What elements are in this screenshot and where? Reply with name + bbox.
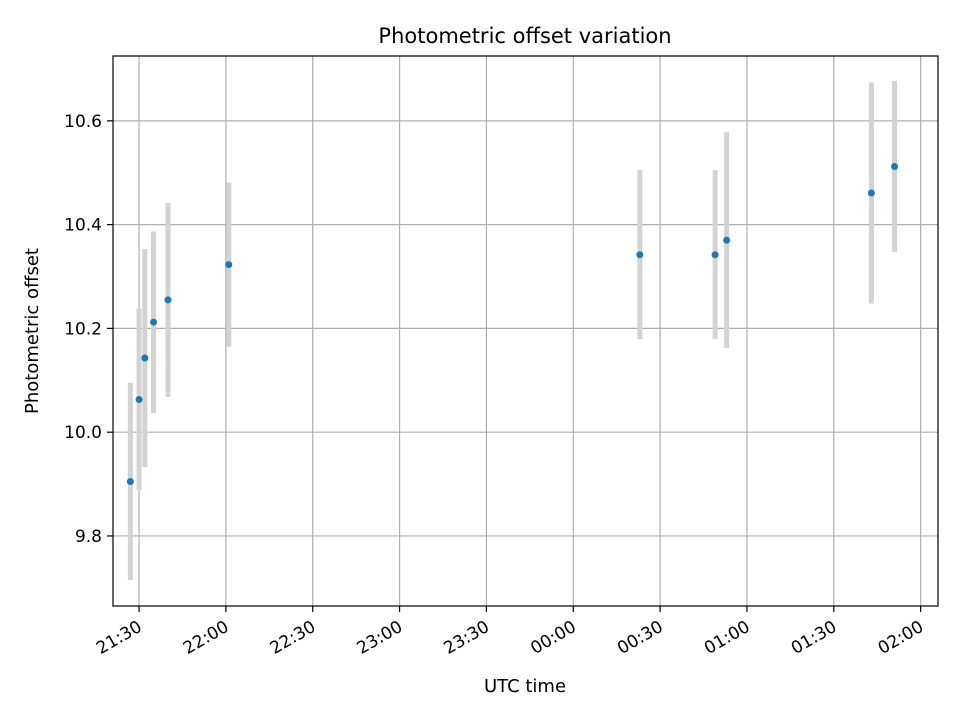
data-point bbox=[723, 236, 731, 244]
y-tick-label: 9.8 bbox=[75, 527, 102, 547]
grid-lines bbox=[113, 56, 938, 606]
data-point bbox=[867, 189, 875, 197]
y-tick-label: 10.6 bbox=[64, 112, 102, 132]
chart-title: Photometric offset variation bbox=[378, 24, 671, 48]
data-point bbox=[891, 163, 899, 171]
y-axis-ticks: 9.8 10.0 10.2 10.4 10.6 bbox=[64, 112, 113, 547]
data-point bbox=[150, 318, 158, 326]
data-point bbox=[135, 395, 143, 403]
data-point bbox=[126, 477, 134, 485]
x-axis-label: UTC time bbox=[484, 676, 566, 697]
plot-area bbox=[113, 56, 938, 606]
data-point bbox=[225, 261, 233, 269]
y-tick-label: 10.2 bbox=[64, 319, 102, 339]
data-point bbox=[141, 354, 149, 362]
data-point bbox=[711, 251, 719, 259]
data-point bbox=[636, 251, 644, 259]
data-points bbox=[126, 163, 899, 485]
data-point bbox=[164, 296, 172, 304]
y-tick-label: 10.0 bbox=[64, 423, 102, 443]
plot-frame bbox=[112, 55, 939, 607]
y-tick-label: 10.4 bbox=[64, 216, 102, 236]
y-axis-label: Photometric offset bbox=[22, 248, 43, 414]
